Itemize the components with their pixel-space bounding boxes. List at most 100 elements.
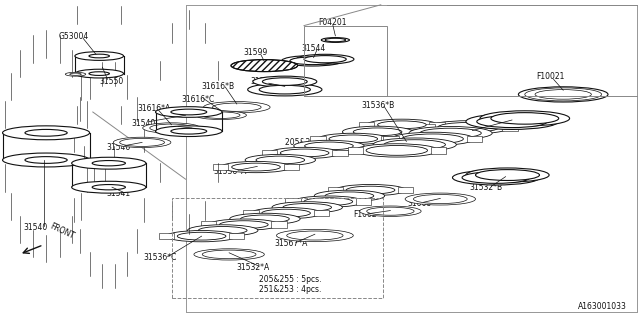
Ellipse shape [166,230,237,242]
Ellipse shape [256,156,305,164]
Ellipse shape [477,116,547,128]
Bar [383,136,399,142]
Ellipse shape [3,126,90,140]
Ellipse shape [202,250,256,259]
Text: G53004: G53004 [58,32,89,41]
Text: F1002: F1002 [353,210,376,219]
Ellipse shape [325,38,346,42]
Text: 31546: 31546 [106,143,131,152]
Text: 31616*B: 31616*B [201,82,234,91]
Ellipse shape [480,111,570,126]
Ellipse shape [535,90,591,99]
Ellipse shape [156,126,222,137]
Ellipse shape [72,157,146,169]
Text: 31541: 31541 [106,189,131,198]
Bar [398,187,413,193]
Ellipse shape [391,132,474,146]
Text: 31616*A: 31616*A [137,104,170,113]
Ellipse shape [221,161,291,173]
Ellipse shape [3,153,90,167]
Ellipse shape [353,128,402,136]
Bar [348,147,363,154]
Ellipse shape [325,192,374,200]
Text: 31544: 31544 [301,44,326,52]
Ellipse shape [280,149,329,157]
Bar [271,221,287,228]
Ellipse shape [248,83,322,96]
Ellipse shape [198,227,247,234]
Ellipse shape [171,128,207,134]
Ellipse shape [290,57,335,65]
Ellipse shape [195,111,246,120]
Text: 31567*B: 31567*B [451,127,484,136]
Text: A163001033: A163001033 [579,302,627,311]
Text: 31550: 31550 [100,77,124,86]
Ellipse shape [405,193,476,205]
Bar [262,150,277,156]
Ellipse shape [466,168,549,182]
Ellipse shape [346,186,395,194]
Ellipse shape [251,207,321,219]
Ellipse shape [89,72,109,76]
Bar [285,198,301,205]
Text: 31532*A: 31532*A [236,263,269,272]
Text: 31599: 31599 [244,48,268,57]
Ellipse shape [366,146,428,155]
Ellipse shape [262,209,310,217]
Bar [186,5,637,312]
Text: 31668: 31668 [407,199,431,208]
Ellipse shape [194,249,264,260]
Ellipse shape [272,202,342,213]
Ellipse shape [156,107,222,117]
Text: 31540: 31540 [23,223,47,232]
Ellipse shape [113,137,171,148]
Ellipse shape [150,124,193,132]
Ellipse shape [296,54,354,64]
Ellipse shape [413,195,467,204]
Ellipse shape [89,54,109,58]
Ellipse shape [367,207,414,215]
Ellipse shape [314,190,385,202]
Ellipse shape [65,72,86,76]
Bar [243,210,259,216]
Text: 31540: 31540 [132,119,156,128]
Ellipse shape [212,103,261,111]
Ellipse shape [202,112,240,118]
Bar [332,150,348,156]
Bar [429,122,445,128]
Text: 31567*A: 31567*A [275,239,308,248]
Text: 31536*C: 31536*C [143,253,177,262]
Ellipse shape [304,56,346,63]
Ellipse shape [276,229,353,242]
Ellipse shape [304,198,353,205]
Bar [213,164,228,170]
Bar [467,136,482,142]
Ellipse shape [335,184,406,196]
Ellipse shape [438,123,499,132]
Text: 31514: 31514 [161,124,185,132]
Ellipse shape [420,128,481,138]
Bar [431,147,446,154]
Ellipse shape [283,204,332,211]
Bar [159,233,174,239]
Ellipse shape [262,78,307,85]
Text: 31616*C: 31616*C [182,95,215,104]
Text: 205&255 : 5pcs.
251&253 : 4pcs.: 205&255 : 5pcs. 251&253 : 4pcs. [259,275,322,294]
Ellipse shape [92,185,125,190]
Ellipse shape [171,109,207,115]
Ellipse shape [204,101,270,113]
Ellipse shape [409,126,492,140]
Ellipse shape [318,133,388,145]
Ellipse shape [305,142,353,150]
Ellipse shape [259,85,310,94]
Ellipse shape [293,196,364,207]
Ellipse shape [518,87,608,102]
Ellipse shape [231,60,298,72]
Bar [359,122,374,128]
Ellipse shape [209,219,279,230]
Bar [201,221,216,228]
Ellipse shape [75,52,124,60]
Ellipse shape [360,206,421,216]
Ellipse shape [220,221,268,228]
Ellipse shape [384,140,445,149]
